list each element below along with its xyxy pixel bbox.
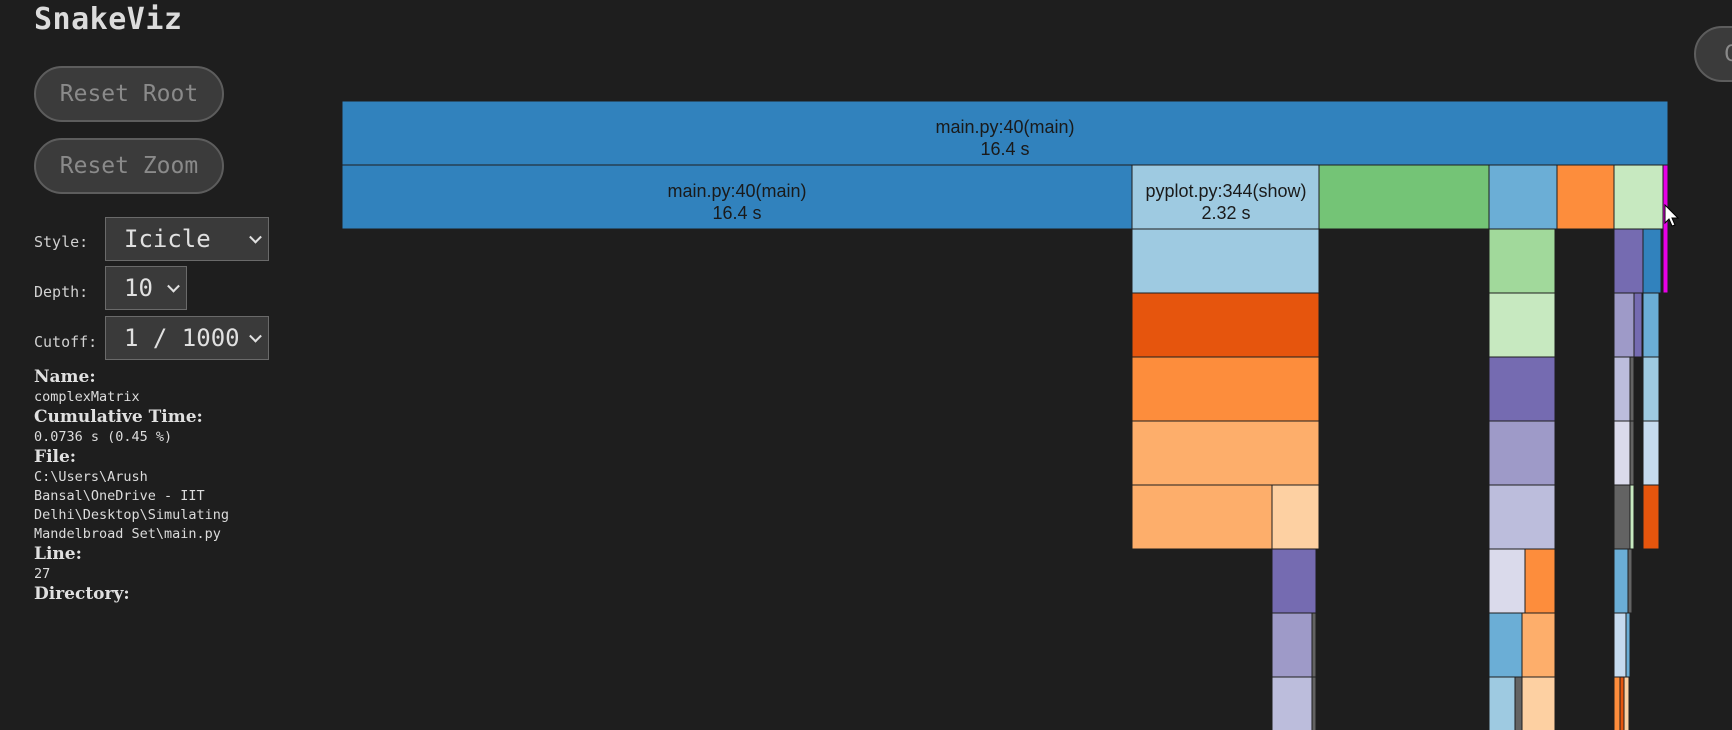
- icicle-block[interactable]: [1271, 548, 1317, 614]
- style-select-value: Icicle: [124, 225, 211, 253]
- icicle-block[interactable]: [1131, 228, 1320, 294]
- cumtime-value: 0.0736 s (0.45 %): [34, 429, 173, 445]
- icicle-block[interactable]: [1613, 420, 1631, 486]
- icicle-block[interactable]: [1311, 612, 1317, 678]
- cumtime-heading: Cumulative Time:: [34, 407, 203, 427]
- icicle-block[interactable]: [1271, 612, 1313, 678]
- block-time: 16.4 s: [980, 139, 1029, 159]
- icicle-block[interactable]: [1131, 292, 1320, 358]
- icicle-block[interactable]: [1271, 484, 1320, 550]
- icicle-block[interactable]: [1613, 484, 1631, 550]
- icicle-block[interactable]: [1629, 420, 1635, 486]
- icicle-block[interactable]: [1613, 612, 1627, 678]
- icicle-block[interactable]: [1488, 676, 1516, 730]
- line-value: 27: [34, 566, 51, 582]
- name-value: complexMatrix: [34, 389, 140, 405]
- icicle-block[interactable]: [1623, 676, 1630, 730]
- icicle-block[interactable]: [1488, 356, 1556, 422]
- depth-select[interactable]: 10: [105, 266, 187, 310]
- icicle-block[interactable]: [1311, 676, 1317, 730]
- cutoff-select[interactable]: 1 / 1000: [105, 316, 269, 360]
- icicle-block[interactable]: [1642, 228, 1662, 294]
- cutoff-label: Cutoff:: [34, 333, 98, 351]
- icicle-block[interactable]: [341, 164, 1133, 230]
- icicle-block[interactable]: [1629, 484, 1635, 550]
- icicle-block[interactable]: [1131, 420, 1320, 486]
- icicle-block[interactable]: [1556, 164, 1615, 230]
- block-label: pyplot.py:344(show): [1145, 181, 1306, 201]
- icicle-block[interactable]: [1488, 292, 1556, 358]
- icicle-block[interactable]: [1318, 164, 1490, 230]
- file-heading: File:: [34, 447, 77, 467]
- icicle-block[interactable]: [341, 100, 1669, 166]
- icicle-block[interactable]: [1131, 484, 1273, 550]
- depth-select-value: 10: [124, 274, 153, 302]
- icicle-block[interactable]: [1514, 676, 1523, 730]
- icicle-block[interactable]: [1271, 676, 1313, 730]
- icicle-block[interactable]: [1613, 356, 1631, 422]
- icicle-block[interactable]: [1627, 548, 1633, 614]
- directory-heading: Directory:: [34, 584, 130, 604]
- icicle-block[interactable]: [1488, 228, 1556, 294]
- icicle-block[interactable]: [1488, 612, 1523, 678]
- icicle-block[interactable]: [1488, 164, 1558, 230]
- mouse-cursor-icon: [1664, 204, 1680, 227]
- reset-root-button[interactable]: Reset Root: [34, 66, 224, 122]
- icicle-block[interactable]: [1488, 420, 1556, 486]
- icicle-block[interactable]: [1521, 612, 1556, 678]
- icicle-block[interactable]: [1619, 676, 1625, 730]
- icicle-block[interactable]: [1633, 292, 1643, 358]
- line-heading: Line:: [34, 544, 82, 564]
- name-heading: Name:: [34, 367, 96, 387]
- icicle-labels: main.py:40(main) 16.4 s main.py:40(main)…: [667, 117, 1306, 223]
- icicle-block[interactable]: [1131, 164, 1320, 230]
- icicle-block[interactable]: [1488, 484, 1556, 550]
- function-info-panel: Name: complexMatrix Cumulative Time: 0.0…: [34, 367, 304, 605]
- top-right-button[interactable]: C: [1694, 26, 1732, 82]
- icicle-block[interactable]: [1642, 420, 1660, 486]
- style-label: Style:: [34, 233, 89, 251]
- depth-label: Depth:: [34, 283, 89, 301]
- block-label: main.py:40(main): [667, 181, 806, 201]
- icicle-block[interactable]: [1642, 356, 1660, 422]
- block-time: 2.32 s: [1201, 203, 1250, 223]
- icicle-block[interactable]: [1642, 292, 1660, 358]
- icicle-block[interactable]: [1131, 356, 1320, 422]
- reset-zoom-button[interactable]: Reset Zoom: [34, 138, 224, 194]
- icicle-block[interactable]: [1613, 164, 1664, 230]
- icicle-block[interactable]: [1613, 676, 1621, 730]
- app-title: SnakeViz: [34, 2, 183, 37]
- icicle-block[interactable]: [1662, 164, 1669, 294]
- icicle-block[interactable]: [1488, 548, 1526, 614]
- icicle-block[interactable]: [1521, 676, 1556, 730]
- block-time: 16.4 s: [712, 203, 761, 223]
- icicle-blocks: [341, 100, 1669, 730]
- icicle-block[interactable]: [1613, 548, 1629, 614]
- cutoff-select-value: 1 / 1000: [124, 324, 240, 352]
- block-label: main.py:40(main): [935, 117, 1074, 137]
- icicle-block[interactable]: [1642, 484, 1660, 550]
- file-value: C:\Users\Arush Bansal\OneDrive - IIT Del…: [34, 469, 230, 542]
- style-select[interactable]: Icicle: [105, 217, 269, 261]
- icicle-block[interactable]: [1613, 228, 1644, 294]
- icicle-block[interactable]: [1524, 548, 1556, 614]
- icicle-block[interactable]: [1613, 292, 1635, 358]
- icicle-block[interactable]: [1625, 612, 1631, 678]
- icicle-block[interactable]: [1629, 356, 1635, 422]
